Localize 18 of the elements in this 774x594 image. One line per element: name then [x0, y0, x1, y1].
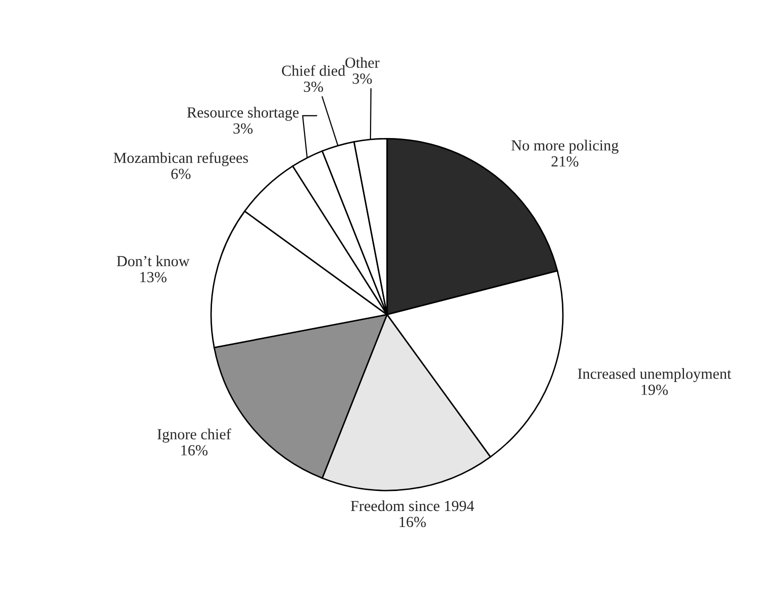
slice-label: Resource shortage — [187, 106, 299, 121]
data-label: 3% — [352, 74, 372, 84]
data-label: 21% — [552, 156, 578, 167]
slice-label: Freedom since 1994 — [350, 500, 474, 512]
data-label: 3% — [233, 123, 253, 134]
data-label: 6% — [171, 168, 191, 180]
slice-label: No more policing — [511, 140, 618, 154]
data-label: 3% — [304, 82, 324, 92]
slice-label: Other — [345, 57, 380, 68]
slice-label: Ignore chief — [157, 428, 232, 443]
slice-label: Chief died — [282, 65, 346, 76]
data-label: 16% — [181, 445, 208, 456]
slice-label: Increased unemployment — [578, 368, 732, 382]
slice-label: Don’t know — [116, 256, 190, 266]
data-label: 13% — [140, 272, 166, 282]
data-label: 19% — [642, 384, 668, 395]
slice-label: Mozambican refugees — [114, 152, 248, 166]
data-label: 16% — [400, 516, 426, 528]
